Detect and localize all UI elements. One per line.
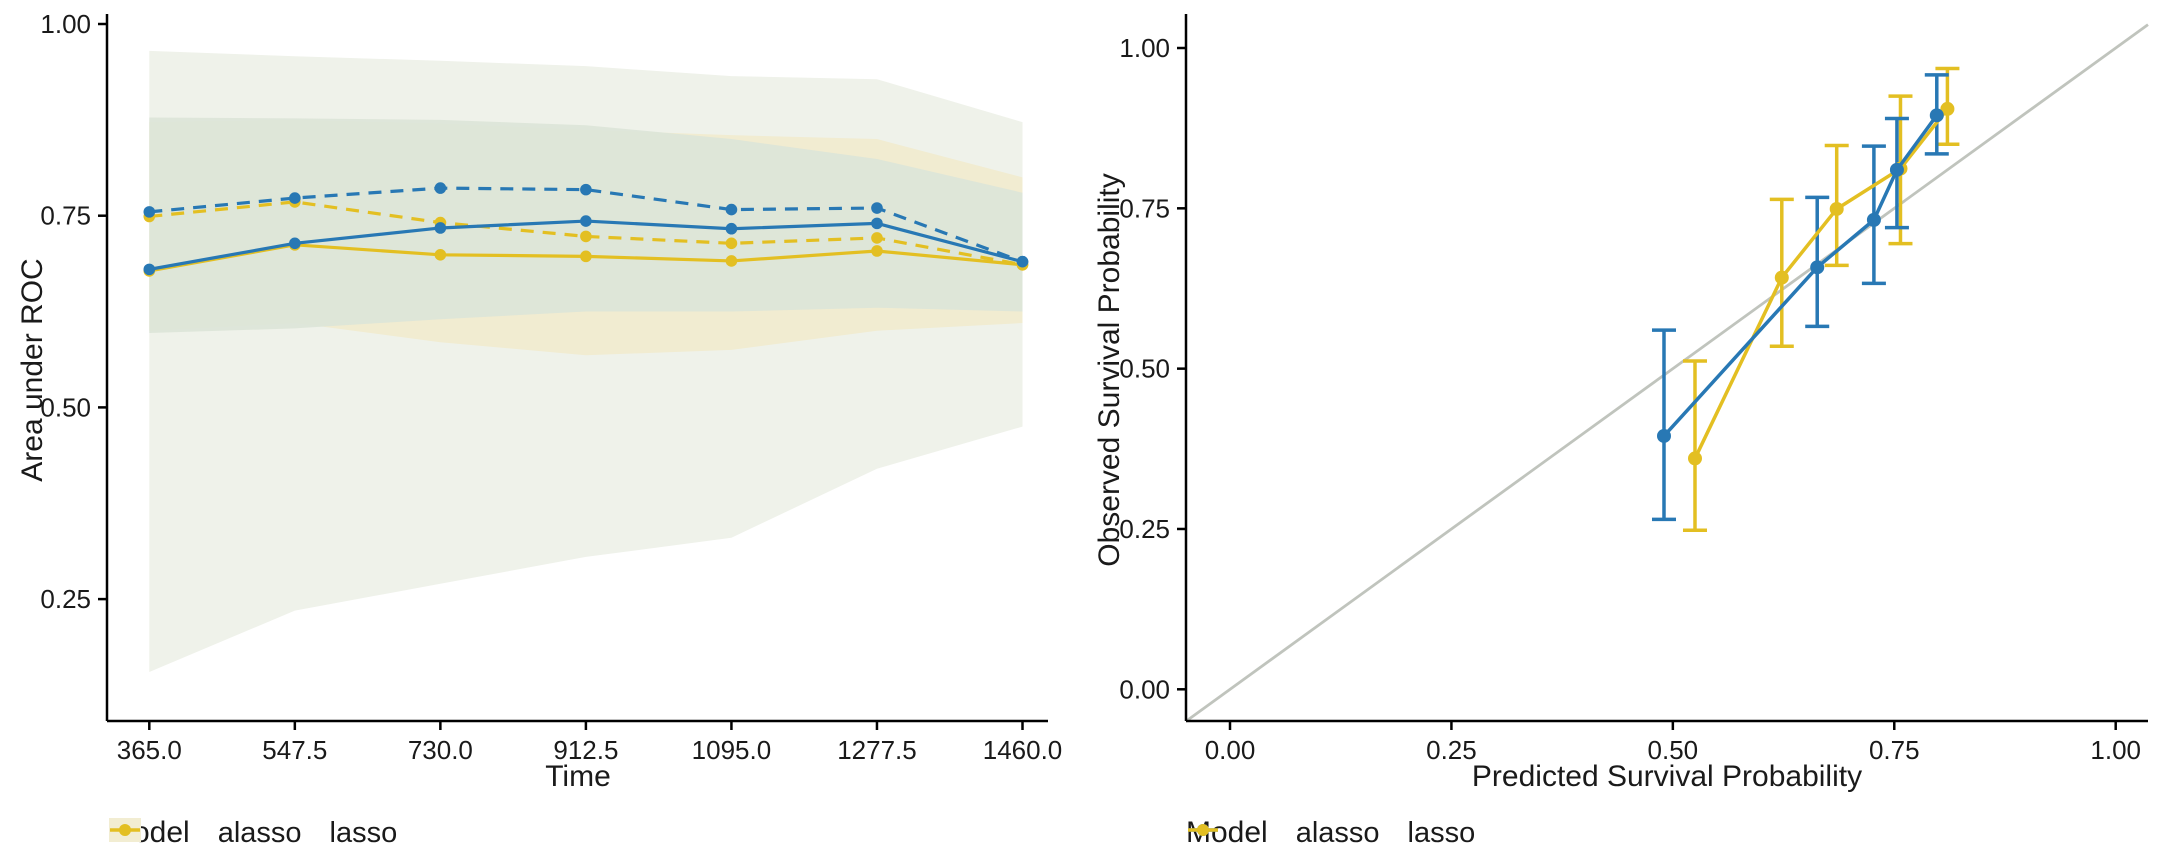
right-chart-x-tick-label: 0.00 (1205, 735, 1256, 765)
right-series (1656, 101, 1955, 466)
right-chart-y-tick-label: 0.50 (1119, 354, 1170, 384)
data-point-lasso-solid (434, 249, 447, 261)
left-x-axis-title: Time (545, 760, 611, 793)
left-y-axis-title: Area under ROC (16, 258, 49, 482)
right-chart-x-tick-label: 0.50 (1648, 735, 1699, 765)
left-chart-y-tick-label: 0.75 (40, 201, 91, 231)
legend-label-lasso: lasso (1407, 816, 1476, 849)
left-legend-items: alasso lasso (109, 816, 398, 850)
left-chart-y-tick-label: 1.00 (40, 9, 91, 39)
left-chart-y-tick-label: 0.25 (40, 584, 91, 614)
data-point-alasso-dashed (434, 182, 447, 194)
left-chart-x-tick-label: 1095.0 (692, 735, 772, 765)
right-y-axis-title: Observed Survival Probability (1093, 173, 1126, 567)
left-confidence-bands (149, 50, 1023, 672)
data-point-alasso-solid (1016, 255, 1029, 268)
right-chart-y-tick-label: 0.75 (1119, 193, 1170, 223)
data-point-alasso (1889, 162, 1904, 177)
data-point-alasso-dashed (289, 192, 301, 204)
legend-label-alasso: alasso (217, 816, 302, 849)
data-point-lasso-solid (725, 255, 738, 267)
left-chart-x-tick-label: 912.5 (553, 735, 618, 765)
data-point-alasso-solid (580, 215, 592, 227)
data-point-lasso-solid (580, 250, 592, 263)
right-chart-y-tick-label: 1.00 (1119, 33, 1170, 63)
legend-label-alasso: alasso (1295, 816, 1380, 849)
left-chart-x-tick-label: 1460.0 (983, 735, 1063, 765)
right-chart-x-tick-label: 0.75 (1869, 735, 1920, 765)
legend-label-lasso: lasso (329, 816, 398, 849)
data-point-lasso-solid (871, 245, 883, 257)
right-chart-y-tick-label: 0.25 (1119, 514, 1170, 544)
data-point-alasso-solid (434, 222, 447, 234)
data-point-alasso-solid (143, 263, 156, 276)
data-point-alasso (1866, 212, 1881, 227)
data-point-alasso (1656, 428, 1671, 443)
right-chart-axes: 0.00 0.25 0.50 0.75 1.00 0.00 0.25 0.50 0.75 1.00 (1119, 14, 2148, 765)
data-point-lasso-dashed (725, 237, 738, 250)
data-point-alasso-solid (725, 222, 738, 235)
data-point-alasso (1929, 108, 1944, 123)
right-chart-x-tick-label: 1.00 (2090, 735, 2141, 765)
data-point-alasso-solid (289, 237, 301, 250)
left-chart-x-tick-label: 547.5 (262, 735, 327, 765)
left-chart-x-tick-label: 730.0 (408, 735, 473, 765)
left-chart-y-tick-label: 0.50 (40, 392, 91, 422)
legend-item-lasso: lasso (109, 816, 398, 850)
right-x-axis-title: Predicted Survival Probability (1471, 760, 1863, 793)
data-point-alasso-solid (871, 217, 883, 230)
legend-item-alasso: alasso (1188, 816, 1380, 850)
data-point-alasso-dashed (725, 203, 738, 216)
diagonal-reference-line (1185, 23, 2149, 723)
data-point-lasso-dashed (580, 230, 592, 243)
data-point-lasso (1687, 451, 1702, 466)
data-point-alasso-dashed (871, 202, 883, 214)
data-point-lasso (1774, 270, 1789, 285)
right-chart-x-tick-label: 0.25 (1426, 735, 1477, 765)
data-point-lasso-dashed (871, 232, 883, 244)
data-point-lasso (1940, 101, 1955, 116)
right-chart-y-tick-label: 0.00 (1119, 674, 1170, 704)
data-point-alasso-dashed (143, 206, 156, 218)
data-point-alasso (1810, 260, 1825, 275)
right-legend: Model alasso lasso (1186, 816, 1475, 850)
right-legend-items: alasso lasso (1188, 816, 1476, 850)
data-point-lasso (1829, 201, 1844, 216)
legend-item-lasso: lasso (1188, 816, 1476, 850)
left-legend: Model alasso lasso (108, 816, 397, 850)
left-series (143, 182, 1029, 277)
left-chart-x-tick-label: 365.0 (117, 735, 182, 765)
legend-item-alasso: alasso (109, 816, 302, 850)
calibration-line-lasso (1693, 107, 1949, 460)
data-point-alasso-dashed (580, 183, 592, 196)
left-chart-x-tick-label: 1277.5 (837, 735, 917, 765)
left-chart-axes: 365.0 547.5 730.0 912.5 1095.0 1277.5 1460.0 1.… (40, 9, 1062, 765)
